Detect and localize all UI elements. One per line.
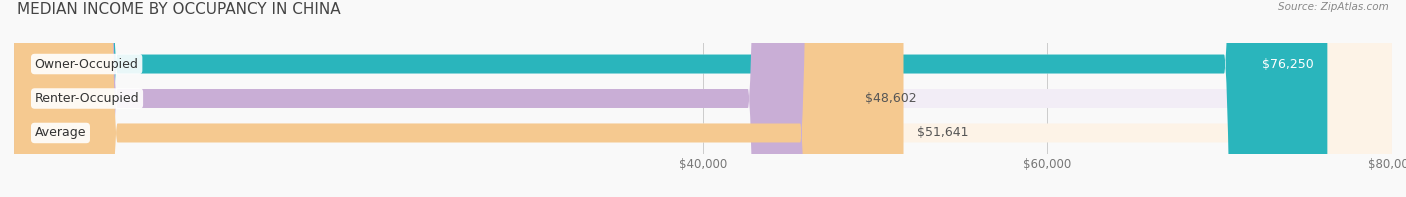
FancyBboxPatch shape	[14, 0, 851, 197]
Text: Renter-Occupied: Renter-Occupied	[35, 92, 139, 105]
FancyBboxPatch shape	[14, 0, 1392, 197]
Text: MEDIAN INCOME BY OCCUPANCY IN CHINA: MEDIAN INCOME BY OCCUPANCY IN CHINA	[17, 2, 340, 17]
Text: Average: Average	[35, 126, 86, 139]
Text: $76,250: $76,250	[1261, 58, 1313, 71]
Text: $51,641: $51,641	[917, 126, 969, 139]
Text: Source: ZipAtlas.com: Source: ZipAtlas.com	[1278, 2, 1389, 12]
FancyBboxPatch shape	[14, 0, 1392, 197]
Text: Owner-Occupied: Owner-Occupied	[35, 58, 139, 71]
FancyBboxPatch shape	[14, 0, 1392, 197]
FancyBboxPatch shape	[14, 0, 1327, 197]
FancyBboxPatch shape	[14, 0, 904, 197]
Text: $48,602: $48,602	[865, 92, 917, 105]
